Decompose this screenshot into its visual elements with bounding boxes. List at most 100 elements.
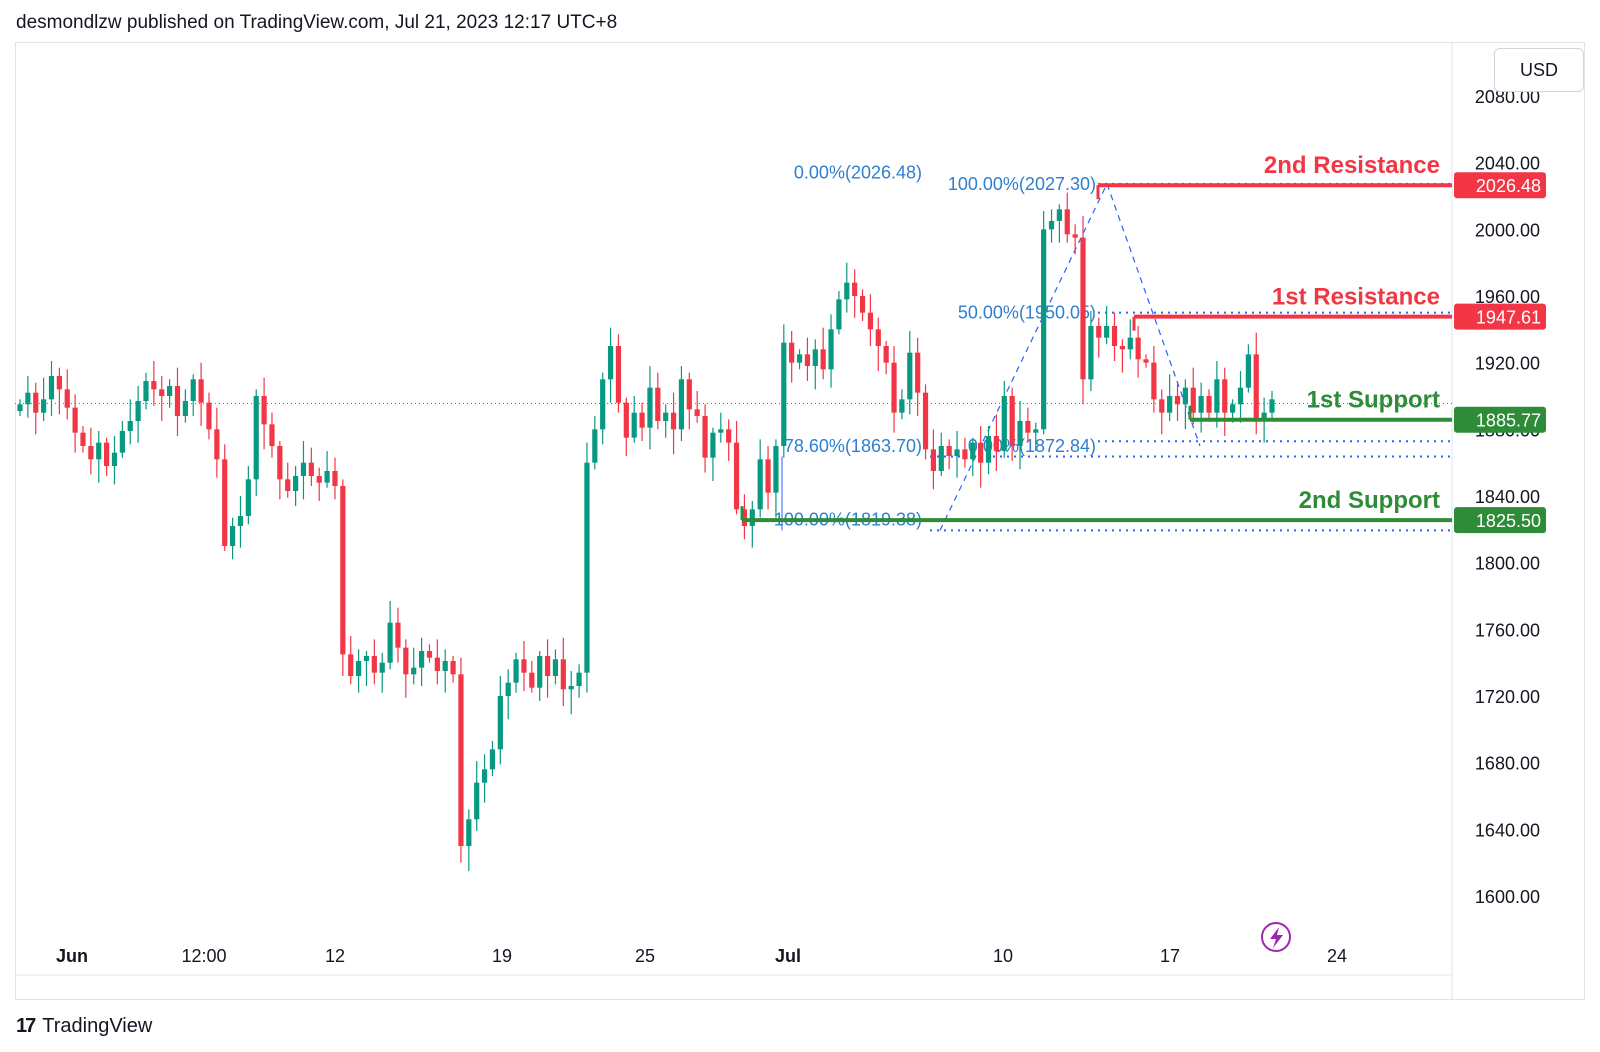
candle-body: [324, 471, 330, 483]
candle-body: [962, 449, 968, 460]
y-tick-label: 1720.00: [1475, 687, 1540, 707]
candle-body: [1096, 326, 1102, 338]
candle-body: [552, 659, 559, 676]
candle-body: [1072, 234, 1078, 238]
candle-body: [33, 392, 39, 413]
candle-body: [765, 459, 771, 493]
candle-body: [292, 476, 299, 491]
x-tick-label: 12: [325, 946, 345, 966]
candle-body: [852, 282, 858, 296]
candle-body: [206, 402, 212, 430]
price-tag-text: 1947.61: [1476, 308, 1541, 328]
candle-body: [875, 329, 881, 346]
candle-body: [907, 352, 913, 400]
candle-body: [1135, 337, 1141, 360]
tradingview-brand: TradingView: [42, 1015, 153, 1037]
candle-body: [411, 667, 417, 675]
candle-body: [1119, 346, 1125, 350]
fib-label: 50.00%(1950.05): [958, 303, 1096, 323]
candle-body: [1253, 354, 1259, 421]
candle-body: [340, 486, 346, 655]
candle-body: [891, 362, 897, 413]
candle-body: [245, 479, 251, 516]
candle-body: [741, 509, 748, 526]
y-tick-label: 1920.00: [1475, 354, 1540, 374]
candle-body: [655, 387, 661, 421]
candle-body: [560, 659, 566, 690]
fibonacci-drawings[interactable]: 0.00%(2026.48) 100.00%(2027.30) 50.00%(195…: [774, 163, 1452, 532]
candle-body: [1104, 326, 1110, 338]
candle-body: [513, 659, 519, 683]
candle-body: [261, 396, 267, 425]
candle-body: [48, 376, 55, 400]
candle-body: [127, 421, 133, 431]
level-label: 1st Support: [1307, 387, 1440, 414]
candle-body: [497, 696, 503, 750]
candle-body: [954, 449, 960, 456]
candle-body: [820, 349, 826, 370]
candle-body: [1230, 404, 1236, 413]
candle-body: [749, 509, 755, 526]
candle-body: [647, 387, 653, 428]
candle-body: [1033, 429, 1039, 433]
candle-body: [41, 399, 47, 413]
candle-body: [1206, 396, 1212, 413]
y-tick-label: 1840.00: [1475, 487, 1540, 507]
candle-body: [119, 431, 125, 453]
publication-header: desmondlzw published on TradingView.com,…: [16, 12, 618, 33]
y-tick-label: 2080.00: [1475, 87, 1540, 107]
price-tag-text: 1825.50: [1476, 511, 1541, 531]
fib-label: 0.00%(1872.84): [968, 436, 1096, 456]
candle-body: [450, 661, 456, 675]
currency-button[interactable]: USD: [1494, 48, 1584, 92]
candle-body: [710, 432, 716, 458]
candle-body: [1017, 421, 1023, 446]
x-tick-label: 24: [1327, 946, 1347, 966]
candle-body: [174, 386, 181, 416]
x-tick-label: 19: [492, 946, 512, 966]
candle-body: [1056, 209, 1062, 221]
price-tag: [1454, 406, 1546, 433]
price-tag-text: 2026.48: [1476, 176, 1541, 196]
candle-body: [253, 396, 259, 480]
candle-body: [615, 346, 622, 403]
candle-body: [1088, 326, 1094, 380]
candle-body: [1245, 354, 1251, 388]
candle-body: [844, 282, 850, 300]
candle-body: [686, 379, 692, 410]
candle-body: [733, 442, 740, 510]
candle-body: [214, 429, 220, 460]
candle-body: [1222, 379, 1228, 413]
tradingview-logo-icon: 17: [16, 1015, 36, 1037]
candle-body: [1269, 399, 1275, 413]
candle-body: [804, 354, 811, 366]
candle-body: [159, 389, 165, 396]
candle-body: [521, 659, 527, 673]
candle-body: [985, 436, 992, 463]
support-resistance-levels[interactable]: 2nd Resistance 2026.48 1st Resistance 1947.…: [740, 152, 1546, 534]
candle-body: [222, 459, 228, 546]
candle-body: [474, 782, 480, 820]
candle-body: [355, 661, 362, 676]
candle-body: [568, 686, 574, 690]
candle-body: [1174, 396, 1181, 405]
price-tag: [1454, 507, 1546, 534]
candle-body: [930, 449, 937, 471]
candle-body: [639, 412, 645, 428]
footer: 17 TradingView: [16, 1015, 152, 1038]
lightning-icon[interactable]: [1261, 922, 1291, 952]
candle-body: [584, 462, 590, 673]
candle-body: [670, 412, 677, 430]
candle-body: [1214, 379, 1220, 413]
price-tag: [1454, 303, 1546, 330]
candle-body: [1159, 399, 1165, 413]
candle-body: [1261, 412, 1267, 421]
candle-body: [663, 412, 669, 421]
x-tick-label: 12:00: [181, 946, 226, 966]
candle-body: [1182, 387, 1188, 405]
candle-body: [348, 654, 354, 676]
candle-body: [867, 312, 874, 330]
candle-body: [182, 401, 188, 416]
candle-body: [379, 662, 385, 673]
